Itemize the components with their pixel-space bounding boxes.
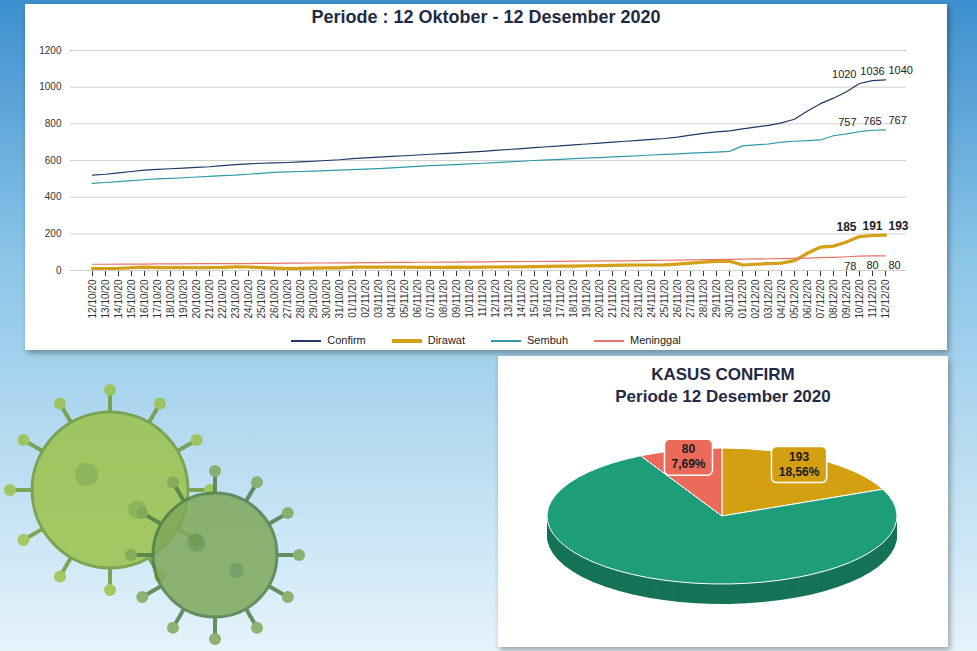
html-text:Meninggal: Meninggal	[630, 334, 681, 346]
svg-text:17/11/20: 17/11/20	[555, 279, 566, 318]
svg-text:01/11/20: 01/11/20	[347, 279, 358, 318]
svg-text:25/10/20: 25/10/20	[256, 279, 267, 318]
svg-text:27/10/20: 27/10/20	[282, 279, 293, 318]
svg-text:28/10/20: 28/10/20	[295, 279, 306, 318]
svg-text:05/12/20: 05/12/20	[789, 279, 800, 318]
svg-text:15/11/20: 15/11/20	[529, 279, 540, 318]
svg-text:16/10/20: 16/10/20	[139, 279, 150, 318]
svg-text:28/11/20: 28/11/20	[698, 279, 709, 318]
svg-text:14/11/20: 14/11/20	[516, 279, 527, 318]
svg-text:16/11/20: 16/11/20	[542, 279, 553, 318]
svg-text:21/11/20: 21/11/20	[607, 279, 618, 318]
svg-text:06/11/20: 06/11/20	[412, 279, 423, 318]
svg-text:765: 765	[863, 115, 881, 127]
svg-text:09/11/20: 09/11/20	[451, 279, 462, 318]
svg-text:05/11/20: 05/11/20	[399, 279, 410, 318]
svg-text:20/11/20: 20/11/20	[594, 279, 605, 318]
svg-text:200: 200	[45, 228, 62, 239]
html-text:Dirawat: Dirawat	[427, 334, 465, 346]
svg-text:02/11/20: 02/11/20	[360, 279, 371, 318]
svg-text:04/12/20: 04/12/20	[776, 279, 787, 318]
svg-text:03/12/20: 03/12/20	[763, 279, 774, 318]
svg-text:31/10/20: 31/10/20	[334, 279, 345, 318]
svg-text:800: 800	[45, 118, 62, 129]
svg-text:12/11/20: 12/11/20	[490, 279, 501, 318]
svg-text:18/10/20: 18/10/20	[165, 279, 176, 318]
svg-text:11/12/20: 11/12/20	[867, 279, 878, 318]
svg-text:08/11/20: 08/11/20	[438, 279, 449, 318]
svg-text:01/12/20: 01/12/20	[737, 279, 748, 318]
svg-text:191: 191	[862, 219, 882, 233]
svg-text:10/11/20: 10/11/20	[464, 279, 475, 318]
svg-text:80: 80	[866, 259, 878, 271]
svg-text:26/10/20: 26/10/20	[269, 279, 280, 318]
html-text:Sembuh: Sembuh	[527, 334, 568, 346]
svg-text:1020: 1020	[832, 68, 856, 80]
svg-text:12/12/20: 12/12/20	[880, 279, 891, 318]
svg-text:767: 767	[889, 114, 907, 126]
svg-text:27/11/20: 27/11/20	[685, 279, 696, 318]
svg-text:13/11/20: 13/11/20	[503, 279, 514, 318]
svg-text:30/10/20: 30/10/20	[321, 279, 332, 318]
svg-text:22/10/20: 22/10/20	[217, 279, 228, 318]
svg-text:18/11/20: 18/11/20	[568, 279, 579, 318]
svg-text:24/11/20: 24/11/20	[646, 279, 657, 318]
svg-text:30/11/20: 30/11/20	[724, 279, 735, 318]
svg-text:22/11/20: 22/11/20	[620, 279, 631, 318]
html-text:Periode 12 Desember 2020: Periode 12 Desember 2020	[615, 387, 831, 406]
svg-text:08/12/20: 08/12/20	[828, 279, 839, 318]
svg-text:25/11/20: 25/11/20	[659, 279, 670, 318]
svg-text:09/12/20: 09/12/20	[841, 279, 852, 318]
svg-text:03/11/20: 03/11/20	[373, 279, 384, 318]
svg-text:193: 193	[789, 450, 809, 464]
svg-text:29/11/20: 29/11/20	[711, 279, 722, 318]
svg-text:80: 80	[889, 259, 901, 271]
svg-text:10/12/20: 10/12/20	[854, 279, 865, 318]
svg-text:600: 600	[45, 155, 62, 166]
svg-text:1000: 1000	[39, 81, 62, 92]
svg-text:15/10/20: 15/10/20	[126, 279, 137, 318]
svg-text:19/11/20: 19/11/20	[581, 279, 592, 318]
svg-text:23/10/20: 23/10/20	[230, 279, 241, 318]
svg-text:18,56%: 18,56%	[779, 465, 820, 479]
svg-text:06/12/20: 06/12/20	[802, 279, 813, 318]
svg-text:23/11/20: 23/11/20	[633, 279, 644, 318]
svg-text:07/11/20: 07/11/20	[425, 279, 436, 318]
svg-text:24/10/20: 24/10/20	[243, 279, 254, 318]
svg-text:20/10/20: 20/10/20	[191, 279, 202, 318]
svg-text:78: 78	[844, 260, 856, 272]
svg-text:1200: 1200	[39, 45, 62, 56]
svg-text:185: 185	[836, 220, 856, 234]
svg-text:21/10/20: 21/10/20	[204, 279, 215, 318]
html-text:KASUS CONFIRM: KASUS CONFIRM	[651, 365, 795, 384]
svg-text:14/10/20: 14/10/20	[113, 279, 124, 318]
html-text:Periode : 12 Oktober - 12 Dese: Periode : 12 Oktober - 12 Desember 2020	[311, 7, 661, 27]
svg-text:26/11/20: 26/11/20	[672, 279, 683, 318]
svg-text:1036: 1036	[860, 65, 884, 77]
svg-text:0: 0	[56, 265, 62, 276]
svg-text:04/11/20: 04/11/20	[386, 279, 397, 318]
svg-text:11/11/20: 11/11/20	[477, 279, 488, 317]
svg-text:02/12/20: 02/12/20	[750, 279, 761, 318]
svg-text:13/10/20: 13/10/20	[100, 279, 111, 318]
svg-text:7,69%: 7,69%	[671, 457, 705, 471]
svg-text:1040: 1040	[889, 64, 913, 76]
svg-text:19/10/20: 19/10/20	[178, 279, 189, 318]
svg-text:757: 757	[838, 116, 856, 128]
svg-text:17/10/20: 17/10/20	[152, 279, 163, 318]
svg-text:193: 193	[889, 219, 909, 233]
svg-text:12/10/20: 12/10/20	[87, 279, 98, 318]
svg-text:29/10/20: 29/10/20	[308, 279, 319, 318]
svg-text:07/12/20: 07/12/20	[815, 279, 826, 318]
svg-text:400: 400	[45, 191, 62, 202]
svg-text:80: 80	[682, 442, 696, 456]
html-text:Confirm: Confirm	[327, 334, 366, 346]
